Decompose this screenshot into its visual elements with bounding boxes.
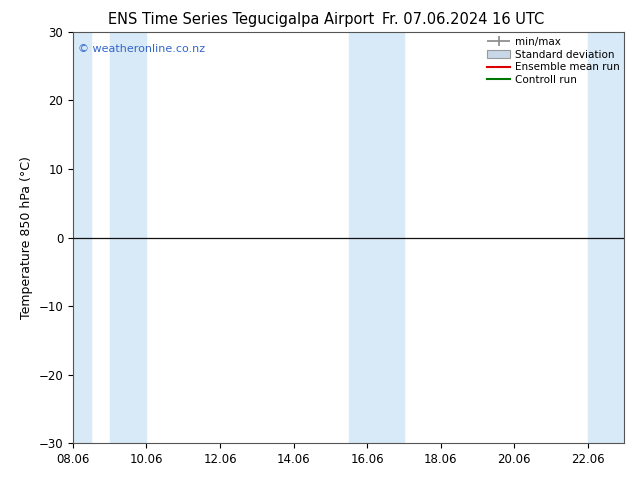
Bar <box>349 32 404 443</box>
Legend: min/max, Standard deviation, Ensemble mean run, Controll run: min/max, Standard deviation, Ensemble me… <box>486 35 621 87</box>
Bar <box>588 32 624 443</box>
Bar <box>110 32 146 443</box>
Bar <box>73 32 91 443</box>
Title: ENS Time Series Tegucigalpa Airport     Fr. 07.06.2024 16 UTC: ENS Time Series Tegucigalpa Airport Fr. … <box>0 489 1 490</box>
Text: Fr. 07.06.2024 16 UTC: Fr. 07.06.2024 16 UTC <box>382 12 544 27</box>
Y-axis label: Temperature 850 hPa (°C): Temperature 850 hPa (°C) <box>20 156 33 319</box>
Text: © weatheronline.co.nz: © weatheronline.co.nz <box>79 44 205 54</box>
Text: ENS Time Series Tegucigalpa Airport: ENS Time Series Tegucigalpa Airport <box>108 12 374 27</box>
